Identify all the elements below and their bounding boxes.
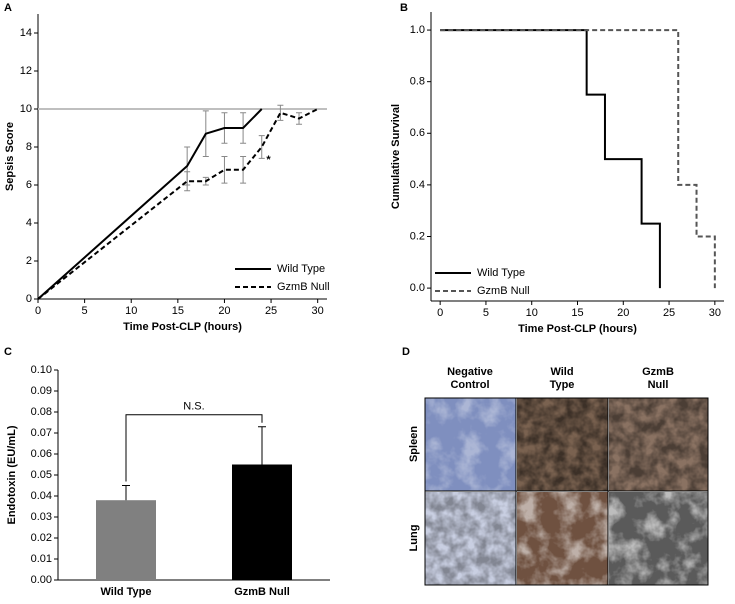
panel-label: B <box>400 2 408 14</box>
micrographs <box>424 397 709 586</box>
y-tick-label: 0.6 <box>410 127 425 139</box>
x-tick-label: 0 <box>35 305 41 317</box>
y-axis-title: Endotoxin (EU/mL) <box>6 425 18 524</box>
header-line: Null <box>648 379 669 391</box>
y-tick-label: 0 <box>26 293 32 305</box>
series-line <box>37 108 319 300</box>
bar <box>96 500 156 580</box>
grid-border <box>424 397 709 586</box>
column-header: Negative Control Wild Type GzmB Null <box>447 366 674 391</box>
y-tick-label: 6 <box>26 179 32 191</box>
legend-label: Wild Type <box>277 263 325 275</box>
bar <box>232 464 292 580</box>
x-tick-label: GzmB Null <box>234 586 290 598</box>
x-tick-label: 15 <box>172 305 184 317</box>
y-axis-title: Cumulative Survival <box>390 104 402 209</box>
x-tick-label: Wild Type <box>100 586 151 598</box>
header-line: Wild <box>550 366 573 378</box>
y-tick-label: 1.0 <box>410 24 425 36</box>
y-tick-label: 0.03 <box>31 511 52 523</box>
x-tick-label: 15 <box>571 307 583 319</box>
bracket <box>125 414 263 482</box>
legend-label: GzmB Null <box>277 281 330 293</box>
x-tick-label: 10 <box>125 305 137 317</box>
x-axis-title: Time Post-CLP (hours) <box>518 323 637 335</box>
y-tick-label: 0.08 <box>31 406 52 418</box>
bracket-label: N.S. <box>183 401 204 413</box>
x-axis-title: Time Post-CLP (hours) <box>123 321 242 333</box>
x-tick-label: 25 <box>663 307 675 319</box>
y-tick-label: 0.04 <box>31 490 52 502</box>
error-bar <box>122 485 130 501</box>
x-tick-label: 0 <box>437 307 443 319</box>
y-tick-label: 14 <box>20 27 32 39</box>
texture <box>609 398 708 491</box>
y-tick-label: 2 <box>26 255 32 267</box>
y-axis-title: Sepsis Score <box>4 122 16 191</box>
panel-label: D <box>402 346 410 358</box>
row-label: Lung <box>408 525 420 552</box>
y-tick-label: 0.05 <box>31 469 52 481</box>
y-tick-label: 4 <box>26 217 32 229</box>
error-bar <box>184 171 191 192</box>
y-tick-label: 8 <box>26 141 32 153</box>
panel-label: C <box>4 346 12 358</box>
y-tick-label: 0.06 <box>31 448 52 460</box>
series-line <box>440 29 716 289</box>
texture <box>425 492 516 585</box>
error-bar <box>258 135 265 159</box>
texture <box>517 398 608 491</box>
y-tick-label: 0.2 <box>410 230 425 242</box>
texture <box>425 398 516 491</box>
header-line: Control <box>450 379 489 391</box>
y-tick-label: 10 <box>20 103 32 115</box>
row-label: Spleen <box>408 426 420 462</box>
y-tick-label: 0.00 <box>31 574 52 586</box>
error-bar <box>277 104 284 121</box>
panel-d: D Negative Control Wild Type GzmB Null S… <box>402 346 709 586</box>
error-bar <box>258 426 266 465</box>
y-tick-label: 12 <box>20 65 32 77</box>
header-line: Negative <box>447 366 493 378</box>
legend-label: Wild Type <box>477 267 525 279</box>
x-tick-label: 20 <box>617 307 629 319</box>
legend-label: GzmB Null <box>477 285 530 297</box>
y-tick-label: 0.10 <box>31 364 52 376</box>
error-bar <box>221 156 228 184</box>
x-tick-label: 30 <box>709 307 721 319</box>
y-tick-label: 0.02 <box>31 532 52 544</box>
y-tick-label: 0.0 <box>410 282 425 294</box>
panel-label: A <box>4 2 12 14</box>
header-line: GzmB <box>642 366 674 378</box>
x-tick-label: 5 <box>82 305 88 317</box>
x-tick-label: 25 <box>265 305 277 317</box>
y-tick-label: 0.8 <box>410 76 425 88</box>
texture <box>609 492 708 585</box>
y-tick-label: 0.01 <box>31 553 52 565</box>
series-line <box>440 29 661 289</box>
x-tick-label: 5 <box>483 307 489 319</box>
y-tick-label: 0.09 <box>31 385 52 397</box>
x-tick-label: 20 <box>218 305 230 317</box>
header-line: Type <box>550 379 575 391</box>
y-tick-label: 0.4 <box>410 179 425 191</box>
series-line <box>37 108 263 300</box>
x-tick-label: 10 <box>526 307 538 319</box>
y-tick-label: 0.07 <box>31 427 52 439</box>
annotation: * <box>266 154 271 166</box>
x-tick-label: 30 <box>312 305 324 317</box>
texture <box>517 492 608 585</box>
